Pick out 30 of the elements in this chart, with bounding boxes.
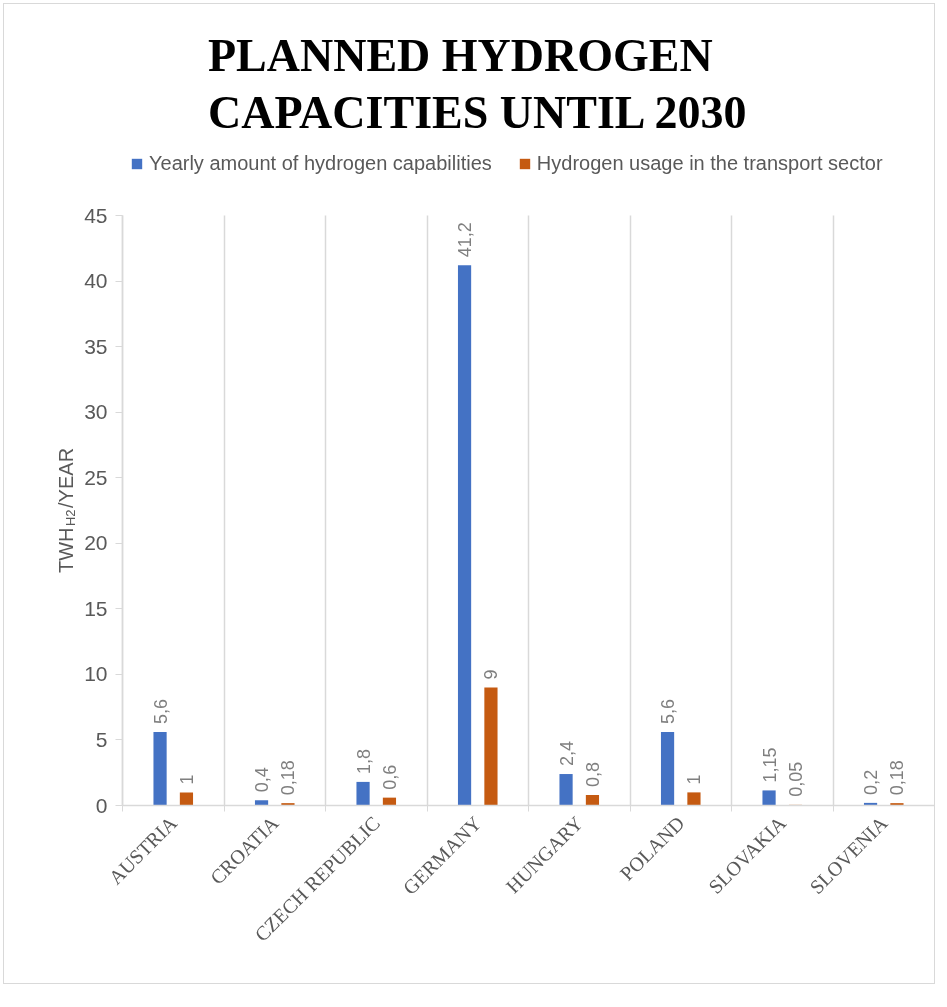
- y-tick-label: 45: [84, 203, 108, 227]
- data-label: 2,4: [556, 741, 577, 767]
- data-label: 1: [176, 774, 197, 785]
- y-tick-label: 5: [95, 727, 108, 751]
- y-tick-label: 30: [84, 400, 108, 424]
- data-label: 0,6: [379, 764, 400, 790]
- chart-title: PLANNED HYDROGEN CAPACITIES UNTIL 2030: [207, 30, 747, 139]
- data-label: 1,8: [353, 748, 374, 774]
- y-axis-title: TWHH2/YEAR: [54, 447, 78, 574]
- data-label: 0,05: [785, 761, 806, 797]
- y-tick-label: 15: [84, 596, 108, 620]
- y-tick-label: 40: [84, 269, 108, 293]
- data-label: 0,2: [861, 769, 882, 795]
- legend-label: Hydrogen usage in the transport sector: [536, 152, 883, 175]
- data-label: 41,2: [455, 222, 476, 258]
- y-tick-label: 0: [95, 793, 108, 817]
- y-tick-label: 25: [84, 465, 108, 489]
- data-label: 1,15: [759, 747, 780, 783]
- data-label: 5,6: [150, 699, 171, 725]
- data-label: 1: [684, 774, 705, 785]
- legend-label: Yearly amount of hydrogen capabilities: [149, 152, 492, 175]
- data-label: 0,18: [278, 760, 299, 796]
- data-label: 5,6: [658, 699, 679, 725]
- y-tick-label: 10: [84, 662, 108, 686]
- data-label: 0,18: [887, 760, 908, 796]
- data-label: 9: [481, 669, 502, 680]
- y-tick-label: 35: [84, 334, 108, 358]
- data-label: 0,8: [582, 761, 603, 788]
- y-tick-label: 20: [84, 531, 108, 555]
- data-label: 0,4: [252, 767, 273, 793]
